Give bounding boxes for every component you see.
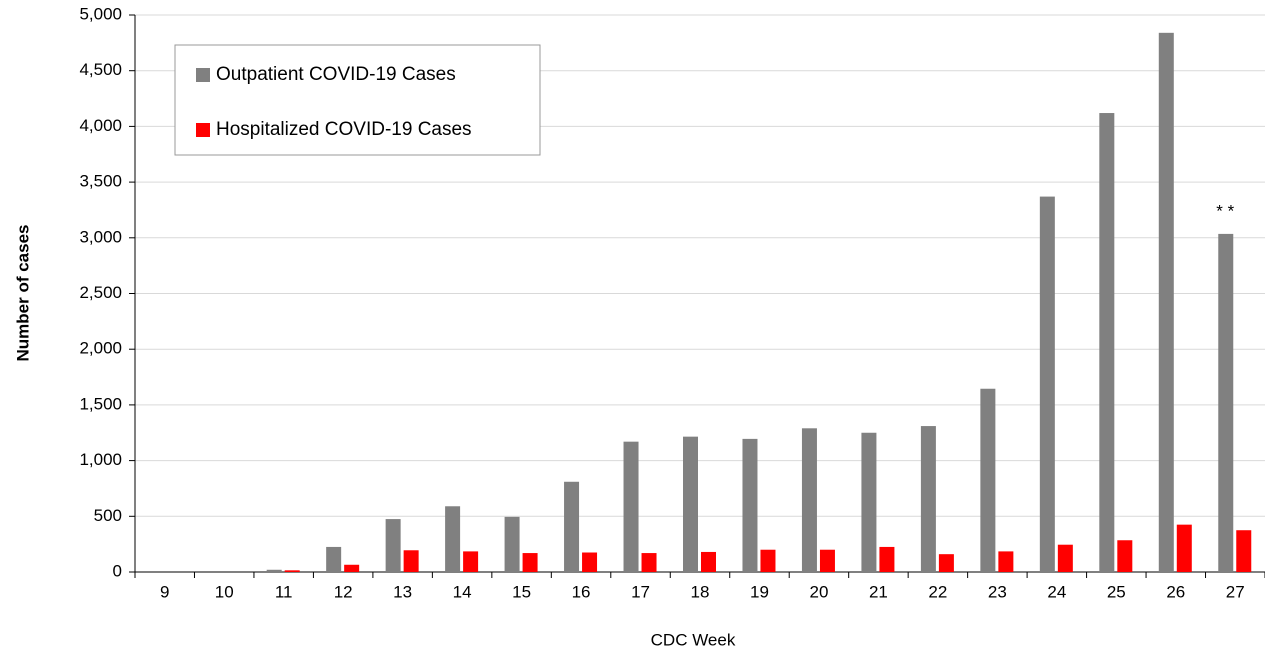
x-tick-label: 19: [750, 582, 769, 601]
bar: [385, 519, 401, 572]
bar: [344, 564, 360, 572]
y-tick-label: 2,500: [79, 283, 122, 302]
bar: [801, 428, 817, 572]
x-tick-label: 10: [215, 582, 234, 601]
bar: [920, 426, 936, 572]
bar: [701, 551, 716, 572]
x-tick-label: 18: [691, 582, 710, 601]
legend-label: Outpatient COVID-19 Cases: [216, 64, 456, 85]
x-tick-label: 9: [160, 582, 169, 601]
bar: [1158, 32, 1174, 573]
x-tick-label: 26: [1166, 582, 1185, 601]
x-tick-label: 23: [988, 582, 1007, 601]
bar: [504, 516, 520, 572]
y-tick-label: 1,500: [79, 394, 122, 413]
x-tick-label: 27: [1226, 582, 1245, 601]
bar: [1117, 540, 1133, 572]
bar: [564, 481, 580, 572]
x-tick-label: 15: [512, 582, 531, 601]
y-tick-label: 3,500: [79, 172, 122, 191]
y-tick-label: 4,500: [79, 60, 122, 79]
bar: [1057, 544, 1073, 572]
bar: [284, 570, 300, 572]
bar: [266, 569, 282, 572]
x-axis-title: CDC Week: [651, 630, 736, 649]
bar: [683, 436, 698, 572]
bar: [1218, 233, 1234, 572]
bar: [879, 546, 895, 572]
bar: [1236, 530, 1252, 572]
x-tick-label: 16: [572, 582, 591, 601]
bar: [1176, 524, 1192, 572]
x-tick-label: 20: [809, 582, 828, 601]
x-tick-label: 25: [1107, 582, 1126, 601]
x-tick-label: 14: [453, 582, 472, 601]
bar: [522, 553, 538, 572]
bar: [326, 546, 342, 572]
legend-label: Hospitalized COVID-19 Cases: [216, 119, 472, 140]
bar: [641, 553, 657, 572]
x-tick-label: 24: [1047, 582, 1066, 601]
bar: [760, 549, 776, 572]
bar: [623, 441, 639, 572]
y-tick-label: 0: [113, 561, 122, 580]
x-tick-label: 17: [631, 582, 650, 601]
legend-swatch: [196, 68, 210, 82]
bar: [1039, 196, 1055, 572]
annotation: * *: [1216, 201, 1234, 220]
bar: [742, 438, 758, 572]
y-tick-label: 1,000: [79, 450, 122, 469]
x-tick-label: 21: [869, 582, 888, 601]
x-tick-label: 13: [393, 582, 412, 601]
y-tick-label: 3,000: [79, 227, 122, 246]
y-tick-label: 5,000: [79, 4, 122, 23]
y-tick-label: 4,000: [79, 116, 122, 135]
bar: [403, 550, 419, 572]
x-tick-label: 12: [334, 582, 353, 601]
bar: [938, 554, 954, 572]
bar: [1099, 113, 1115, 573]
y-tick-label: 500: [94, 506, 122, 525]
bar: [861, 432, 877, 572]
bar: [445, 506, 461, 572]
bar: [980, 388, 996, 572]
bar: [998, 551, 1014, 572]
x-tick-label: 11: [275, 582, 293, 601]
bar: [819, 549, 835, 572]
x-tick-label: 22: [928, 582, 947, 601]
y-tick-label: 2,000: [79, 339, 122, 358]
legend-swatch: [196, 123, 210, 137]
bar: [582, 552, 598, 572]
y-axis-title: Number of cases: [13, 225, 32, 362]
bar: [463, 551, 479, 572]
legend-box: [174, 44, 541, 156]
